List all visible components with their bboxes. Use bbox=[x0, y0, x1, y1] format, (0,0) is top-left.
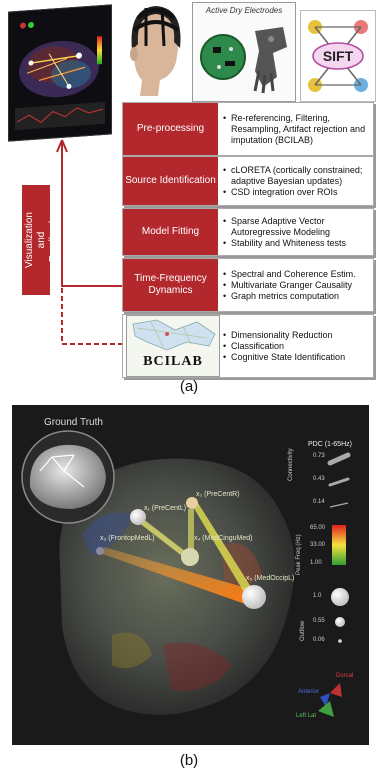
stage-bullet: Spectral and Coherence Estim. bbox=[223, 269, 371, 280]
connectivity-label: Connectivity bbox=[288, 448, 294, 481]
stage-bullet: Multivariate Granger Causality bbox=[223, 280, 371, 291]
stage-bullet: Classification bbox=[223, 341, 371, 352]
stage-bullet: Cognitive State Identification bbox=[223, 352, 371, 363]
stage-model-fitting: Model Fitting Sparse Adaptive Vector Aut… bbox=[122, 208, 374, 256]
stage-bullet: Graph metrics computation bbox=[223, 291, 371, 302]
feedback-side-label: 3D Visualization and Feedback bbox=[12, 185, 59, 295]
stage-preprocessing: Pre-processing Re-referencing, Filtering… bbox=[122, 102, 374, 156]
stage-bullet-list: Sparse Adaptive Vector Autoregressive Mo… bbox=[223, 209, 371, 255]
stage-bullet: Sparse Adaptive Vector Autoregressive Mo… bbox=[223, 216, 371, 238]
electrode-hardware-image bbox=[200, 27, 287, 94]
peak-freq-tick: 33.00 bbox=[310, 542, 326, 548]
brain-render bbox=[21, 430, 351, 717]
stage-bullet-list: Dimensionality Reduction Classification … bbox=[223, 315, 371, 377]
outflow-tick: 1.0 bbox=[313, 593, 322, 599]
outflow-label: Outflow bbox=[300, 620, 306, 641]
connectivity-tick: 0.14 bbox=[313, 499, 325, 505]
orientation-anterior: Anterior bbox=[298, 689, 320, 695]
stage-bullet: Dimensionality Reduction bbox=[223, 330, 371, 341]
stage-source-identification: Source Identification cLORETA (corticall… bbox=[122, 156, 374, 206]
node-label: x₃ (FrontopMedL) bbox=[100, 535, 155, 542]
eeg-cap-head-photo bbox=[120, 0, 186, 100]
feedback-label-text: 3D Visualization and Feedback bbox=[12, 212, 59, 268]
stage-name: Model Fitting bbox=[123, 209, 218, 255]
caption-b: (b) bbox=[179, 752, 199, 769]
ground-truth-title: Ground Truth bbox=[44, 417, 103, 428]
feedback-arrows bbox=[56, 139, 124, 345]
stage-bullet: Stability and Whiteness tests bbox=[223, 238, 371, 249]
node-label: x₅ (MedOccipL) bbox=[246, 575, 295, 582]
orientation-dorsal: Dorsal bbox=[336, 673, 354, 679]
stage-name: Pre-processing bbox=[123, 103, 218, 155]
3d-visualization-panel bbox=[8, 4, 112, 142]
bcilab-logo-text: BCILAB bbox=[143, 354, 203, 369]
pipeline-figure: Active Dry Electrodes SIFT bbox=[0, 0, 378, 410]
stage-bullet-list: Re-referencing, Filtering, Resampling, A… bbox=[223, 103, 371, 155]
stage-name: Time-Frequency Dynamics bbox=[123, 259, 218, 311]
brain-connectivity-figure: Ground Truth x₁ (PreCentL) x₂ (PreCentR)… bbox=[12, 405, 369, 745]
orientation-left-lat: Left Lat bbox=[296, 713, 317, 719]
peak-freq-label: Peak Freq (Hz) bbox=[296, 534, 302, 575]
connectivity-tick: 0.73 bbox=[313, 453, 325, 459]
outflow-tick: 0.55 bbox=[313, 618, 325, 624]
electrodes-label: Active Dry Electrodes bbox=[205, 6, 283, 15]
bcilab-map-background bbox=[132, 319, 216, 351]
stage-bullet: Re-referencing, Filtering, Resampling, A… bbox=[223, 113, 371, 146]
peak-freq-tick: 65.00 bbox=[310, 525, 326, 531]
sift-logo-text: SIFT bbox=[322, 48, 354, 64]
sift-network-logo bbox=[308, 20, 368, 92]
brain-network-thumbnail bbox=[9, 5, 111, 141]
outflow-tick: 0.06 bbox=[313, 637, 325, 643]
stage-bullet: cLORETA (cortically constrained; adaptiv… bbox=[223, 165, 371, 187]
sift-logo-panel: SIFT bbox=[300, 10, 376, 102]
node-label: x₂ (PreCentR) bbox=[196, 491, 240, 498]
stage-bullet: CSD integration over ROIs bbox=[223, 187, 371, 198]
stage-name: Source Identification bbox=[123, 157, 218, 205]
stage-bullet-list: cLORETA (cortically constrained; adaptiv… bbox=[223, 157, 371, 205]
stage-bullet-list: Spectral and Coherence Estim. Multivaria… bbox=[223, 259, 371, 311]
node-label: x₁ (PreCentL) bbox=[144, 505, 187, 512]
connectivity-tick: 0.43 bbox=[313, 476, 325, 482]
stage-time-frequency-dynamics: Time-Frequency Dynamics Spectral and Coh… bbox=[122, 258, 374, 312]
node-label: x₄ (MedCinguMed) bbox=[194, 535, 253, 542]
legend-title: PDC (1-65Hz) bbox=[308, 441, 352, 448]
caption-a: (a) bbox=[179, 378, 199, 395]
dry-electrodes-panel: Active Dry Electrodes bbox=[192, 2, 296, 102]
bcilab-logo-panel: BCILAB bbox=[126, 315, 220, 377]
peak-freq-tick: 1.00 bbox=[310, 560, 322, 566]
